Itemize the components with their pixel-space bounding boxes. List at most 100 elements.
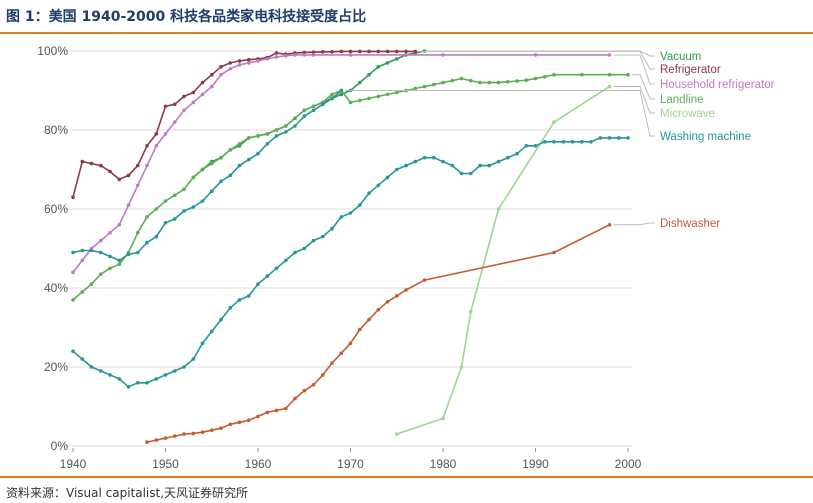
data-point xyxy=(367,191,371,195)
data-point xyxy=(89,248,94,253)
data-point xyxy=(580,140,584,144)
legend-label: Dishwasher xyxy=(660,218,720,230)
data-point xyxy=(163,373,168,377)
data-point xyxy=(321,102,325,107)
data-point xyxy=(200,167,205,172)
data-point xyxy=(99,163,103,168)
data-point xyxy=(99,369,103,373)
data-point xyxy=(302,114,307,118)
data-point xyxy=(330,96,334,101)
data-point xyxy=(358,98,362,103)
series-unlabeled-6 xyxy=(71,136,630,389)
data-point xyxy=(71,349,75,354)
data-point xyxy=(311,50,316,54)
legend-connector xyxy=(345,90,655,137)
data-point xyxy=(515,79,519,83)
data-point xyxy=(339,88,344,93)
data-point xyxy=(395,49,399,54)
x-axis-labels: 1940 1950 1960 1970 1980 1990 2000 xyxy=(60,448,642,471)
data-point xyxy=(237,59,242,63)
data-point xyxy=(302,246,307,251)
data-point xyxy=(422,155,427,160)
data-point xyxy=(376,65,381,69)
data-point xyxy=(589,140,593,144)
data-point xyxy=(469,309,473,314)
data-point xyxy=(200,199,205,203)
data-point xyxy=(413,159,418,164)
data-point xyxy=(496,207,501,211)
data-point xyxy=(302,388,307,393)
x-tick-label: 1980 xyxy=(430,457,457,471)
y-tick-label: 100% xyxy=(37,44,68,58)
data-point xyxy=(617,136,621,140)
data-point xyxy=(330,361,334,365)
data-point xyxy=(145,144,149,148)
legend-connector xyxy=(613,54,655,85)
data-point xyxy=(413,49,418,54)
series-refrigerator xyxy=(71,49,418,199)
data-point xyxy=(126,203,131,207)
data-point xyxy=(552,140,556,144)
data-point xyxy=(330,226,334,231)
data-point xyxy=(395,294,399,298)
source-note: 资料来源：Visual capitalist,天风证券研究所 xyxy=(6,486,249,500)
data-point xyxy=(136,183,140,188)
x-tick-label: 1940 xyxy=(60,457,87,471)
data-point xyxy=(173,369,177,373)
data-point xyxy=(284,258,288,263)
data-point xyxy=(89,161,94,166)
data-point xyxy=(293,116,297,120)
data-point xyxy=(228,422,233,427)
legend-connector xyxy=(613,86,655,114)
data-point xyxy=(237,163,242,168)
data-point xyxy=(136,250,140,255)
data-point xyxy=(450,78,455,83)
data-point xyxy=(367,96,371,101)
legend-label: Vacuum xyxy=(660,51,701,63)
y-axis-labels: 0% 20% 40% 60% 80% 100% xyxy=(37,44,68,453)
data-point xyxy=(182,365,186,369)
data-point xyxy=(173,193,177,197)
data-point xyxy=(626,136,630,140)
data-point xyxy=(441,416,445,421)
legend-connector xyxy=(613,222,655,226)
data-point xyxy=(237,142,242,146)
data-point xyxy=(552,120,556,124)
data-point xyxy=(506,80,510,84)
data-point xyxy=(339,351,344,356)
data-point xyxy=(274,55,279,59)
data-point xyxy=(136,163,140,168)
data-point xyxy=(330,50,334,54)
y-tick-label: 40% xyxy=(44,281,68,295)
data-point xyxy=(117,262,122,267)
data-point xyxy=(293,250,297,255)
legend-label: Washing machine xyxy=(660,131,751,143)
data-point xyxy=(191,431,196,436)
data-point xyxy=(376,307,381,312)
data-point xyxy=(80,357,85,361)
data-point xyxy=(607,72,612,77)
data-point xyxy=(339,92,344,97)
series-lines xyxy=(71,49,630,444)
x-tick-label: 1960 xyxy=(245,457,272,471)
data-point xyxy=(256,282,260,286)
data-point xyxy=(607,136,612,140)
data-point xyxy=(274,408,279,413)
data-point xyxy=(478,163,482,168)
data-point xyxy=(247,157,251,162)
data-point xyxy=(228,148,233,152)
data-point xyxy=(99,272,103,276)
data-point xyxy=(524,144,529,148)
data-point xyxy=(580,72,584,77)
data-point xyxy=(385,61,390,65)
data-point xyxy=(284,124,288,128)
data-point xyxy=(348,49,353,54)
grid-lines xyxy=(66,50,632,447)
data-point xyxy=(256,134,260,138)
data-point xyxy=(200,430,205,435)
data-point xyxy=(173,102,177,107)
data-point xyxy=(210,84,214,89)
data-point xyxy=(163,132,168,136)
data-point xyxy=(274,266,279,271)
data-point xyxy=(274,51,279,55)
